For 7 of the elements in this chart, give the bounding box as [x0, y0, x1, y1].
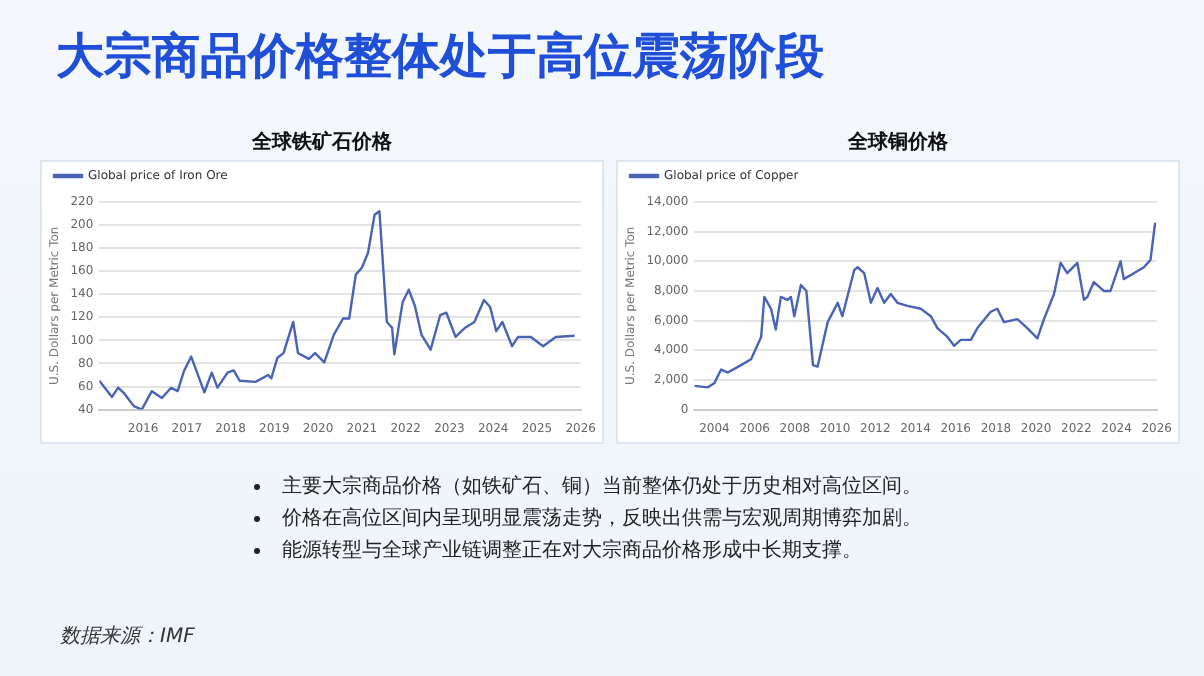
text: 能源转型与全球产业链调整正在对大宗商品价格形成中长期支撑。 — [282, 540, 862, 562]
chart-title: 全球铜价格 — [846, 129, 950, 158]
text: 大宗商品价格整体处于高位震荡阶段 — [56, 26, 824, 88]
chart-title: 全球铁矿石价格 — [250, 128, 394, 158]
text: 价格在高位区间内呈现明显震荡走势，反映出供需与宏观周期博弈加剧。 — [282, 508, 922, 530]
source-note: 数据来源：IMF — [60, 623, 195, 650]
text: 主要大宗商品价格（如铁矿石、铜）当前整体仍处于历史相对高位区间。 — [282, 476, 922, 498]
